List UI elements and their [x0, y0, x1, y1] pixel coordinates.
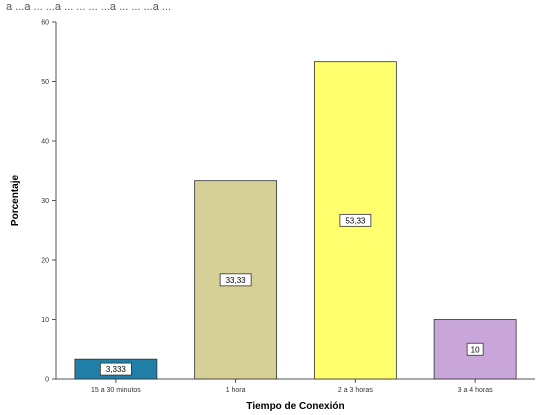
cropped-header-text: a ...a ... ...a ... ... ... ...a ... ...… — [6, 1, 171, 13]
x-tick-label: 1 hora — [226, 387, 246, 394]
data-label: 33,33 — [226, 276, 247, 285]
data-label: 3,333 — [106, 365, 127, 374]
x-axis-title: Tiempo de Conexión — [246, 401, 344, 412]
data-label: 10 — [471, 345, 480, 354]
x-tick-label: 2 a 3 horas — [338, 387, 374, 394]
y-tick-label: 50 — [41, 79, 49, 86]
x-tick-label: 3 a 4 horas — [458, 387, 494, 394]
y-tick-label: 40 — [41, 139, 49, 146]
y-tick-label: 10 — [41, 317, 49, 324]
data-label: 53,33 — [345, 216, 366, 225]
data-label-box — [99, 362, 132, 376]
y-tick-label: 30 — [41, 198, 49, 205]
x-tick-label: 15 a 30 minutos — [91, 387, 141, 394]
data-label-box — [466, 342, 484, 356]
data-label-box — [339, 213, 372, 227]
y-tick-label: 20 — [41, 258, 49, 265]
y-tick-label: 60 — [41, 20, 49, 27]
y-tick-label: 0 — [45, 377, 49, 384]
data-label-box — [219, 273, 252, 287]
y-axis-title: Porcentaje — [10, 174, 21, 226]
